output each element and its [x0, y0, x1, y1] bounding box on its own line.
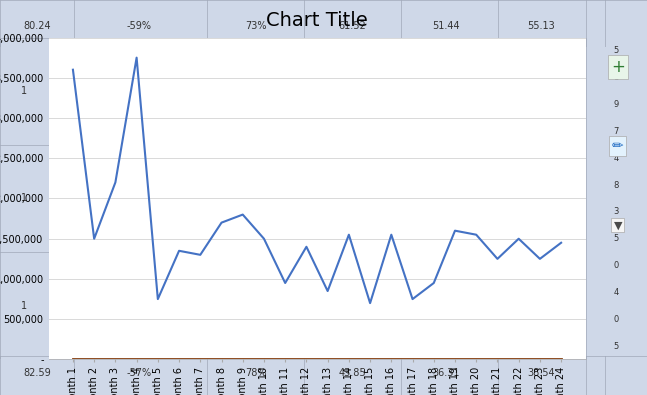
Text: 51.44: 51.44: [433, 21, 460, 31]
Text: 5: 5: [613, 234, 619, 243]
Volume: [409, 297, 417, 301]
Text: 1: 1: [21, 194, 27, 203]
Volume: [494, 256, 501, 261]
Volume: [133, 55, 140, 60]
Volume: [303, 245, 311, 249]
Volume: [111, 180, 119, 185]
Close: [260, 357, 268, 362]
Close: [91, 357, 98, 362]
Text: 61.52: 61.52: [339, 21, 366, 31]
Close: [197, 357, 204, 362]
Text: 5: 5: [613, 342, 619, 350]
Text: 1: 1: [21, 86, 27, 96]
Close: [281, 357, 289, 362]
Text: 73%: 73%: [245, 21, 267, 31]
Volume: [175, 248, 183, 253]
Close: [366, 357, 374, 362]
Volume: [557, 241, 565, 245]
Volume: [345, 232, 353, 237]
Volume: [324, 289, 331, 293]
Text: 8: 8: [613, 73, 619, 82]
Text: 55.13: 55.13: [528, 21, 555, 31]
Volume: [69, 68, 77, 72]
Volume: [154, 297, 162, 301]
Text: 43.85: 43.85: [339, 368, 366, 378]
Text: 1: 1: [21, 301, 27, 311]
Close: [430, 357, 437, 362]
Close: [217, 357, 225, 362]
Close: [111, 357, 119, 362]
Volume: [260, 236, 268, 241]
Close: [409, 357, 417, 362]
Text: +: +: [611, 58, 625, 76]
Volume: [451, 228, 459, 233]
Volume: [366, 301, 374, 305]
Volume: [281, 280, 289, 285]
Text: 0: 0: [613, 261, 619, 270]
Close: [536, 357, 543, 362]
Line: Volume: Volume: [73, 58, 561, 303]
Text: 36.31: 36.31: [433, 368, 460, 378]
Text: ✏: ✏: [612, 139, 624, 153]
Text: -59%: -59%: [127, 21, 151, 31]
Close: [154, 357, 162, 362]
Volume: [536, 256, 543, 261]
Volume: [472, 232, 480, 237]
Volume: [239, 212, 247, 217]
Close: [324, 357, 331, 362]
Close: [133, 357, 140, 362]
Close: [494, 357, 501, 362]
Close: [345, 357, 353, 362]
Text: 4: 4: [613, 154, 619, 163]
Close: [303, 357, 311, 362]
Text: 80.24: 80.24: [23, 21, 50, 31]
Volume: [515, 236, 523, 241]
Volume: [388, 232, 395, 237]
Volume: [197, 252, 204, 257]
Text: 7: 7: [613, 127, 619, 136]
Text: 4: 4: [613, 288, 619, 297]
Text: 78%: 78%: [245, 368, 267, 378]
Text: 82.59: 82.59: [23, 368, 50, 378]
Title: Chart Title: Chart Title: [266, 11, 368, 30]
Close: [472, 357, 480, 362]
Close: [451, 357, 459, 362]
Volume: [91, 236, 98, 241]
Text: 9: 9: [613, 100, 619, 109]
Close: [69, 357, 77, 362]
Volume: [430, 280, 437, 285]
Text: 0: 0: [613, 315, 619, 324]
Text: 8: 8: [613, 181, 619, 190]
Close: [175, 357, 183, 362]
Text: ▼: ▼: [613, 220, 622, 230]
Text: 38.54: 38.54: [528, 368, 555, 378]
Close: [557, 357, 565, 362]
Volume: [217, 220, 225, 225]
Text: 5: 5: [613, 47, 619, 55]
Text: 3: 3: [613, 207, 619, 216]
Close: [515, 357, 523, 362]
Close: [239, 357, 247, 362]
Close: [388, 357, 395, 362]
Text: -57%: -57%: [127, 368, 151, 378]
